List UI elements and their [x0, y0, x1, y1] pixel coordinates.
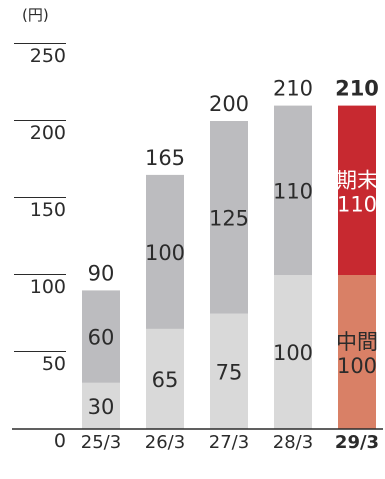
x-tick-label-27-3: 27/3 [209, 432, 249, 453]
x-tick-label-28-3: 28/3 [273, 432, 313, 453]
bar-29-3-segment-2 [338, 105, 376, 275]
segment-value-26-3-2: 100 [145, 241, 185, 265]
segment-value-29-3-2: 110 [337, 192, 377, 216]
y-tick-label-150: 150 [30, 199, 66, 221]
x-tick-label-26-3: 26/3 [145, 432, 185, 453]
x-axis-categories: 25/3 26/3 27/3 28/3 29/3 [81, 432, 379, 453]
bars [82, 105, 376, 429]
bar-26-3-segment-1 [146, 328, 184, 429]
total-label-27-3: 200 [209, 92, 249, 116]
y-tick-label-0: 0 [54, 430, 66, 452]
bar-27-3-segment-1 [210, 313, 248, 429]
segment-value-28-3-1: 100 [273, 341, 313, 365]
y-tick-label-200: 200 [30, 122, 66, 144]
bar-25-3-segment-2 [82, 290, 120, 383]
bar-29-3-segment-1 [338, 275, 376, 429]
total-label-26-3: 165 [145, 146, 185, 170]
segment-value-28-3-2: 110 [273, 179, 313, 203]
bar-labels: 3060906510016575125200100110210中間100期末11… [88, 77, 379, 419]
bar-28-3-segment-2 [274, 105, 312, 275]
total-label-29-3: 210 [335, 77, 379, 101]
bar-26-3-segment-2 [146, 174, 184, 329]
segment-name-1: 中間 [336, 330, 378, 354]
segment-value-25-3-1: 30 [88, 395, 115, 419]
total-label-25-3: 90 [88, 261, 115, 285]
y-tick-label-50: 50 [42, 353, 66, 375]
y-tick-label-250: 250 [30, 45, 66, 67]
x-tick-label-29-3: 29/3 [335, 432, 379, 453]
x-tick-label-25-3: 25/3 [81, 432, 121, 453]
segment-value-27-3-2: 125 [209, 206, 249, 230]
segment-value-25-3-2: 60 [88, 326, 115, 350]
total-label-28-3: 210 [273, 77, 313, 101]
bar-25-3-segment-1 [82, 382, 120, 429]
y-tick-label-100: 100 [30, 276, 66, 298]
segment-value-26-3-1: 65 [152, 368, 179, 392]
bar-28-3-segment-1 [274, 275, 312, 429]
y-axis-ticks: 0 50 100 150 200 250 [14, 43, 66, 452]
segment-name-2: 期末 [336, 168, 378, 192]
bar-27-3-segment-2 [210, 121, 248, 314]
segment-value-29-3-1: 100 [337, 354, 377, 378]
segment-value-27-3-1: 75 [216, 360, 243, 384]
y-axis-unit-label: (円) [22, 6, 49, 24]
